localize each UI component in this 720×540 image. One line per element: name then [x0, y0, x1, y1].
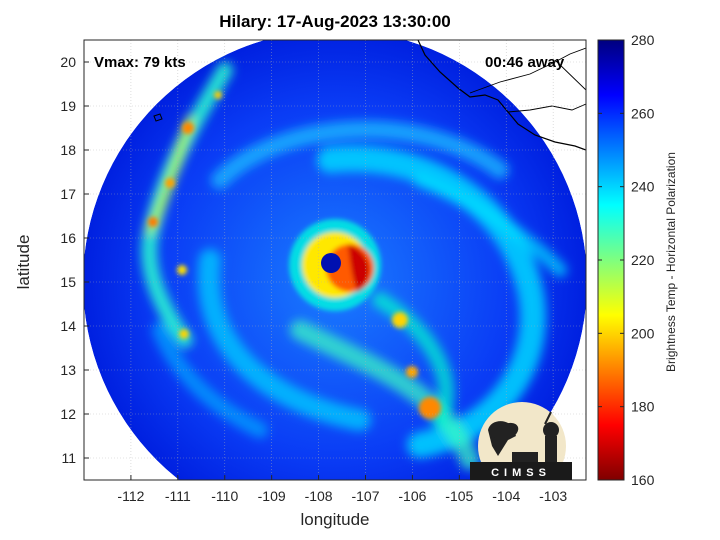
colorbar-tick-label: 180	[631, 399, 655, 415]
x-tick-label: -107	[351, 488, 379, 504]
y-tick-label: 16	[60, 230, 76, 246]
microwave-swath	[84, 40, 586, 480]
time-away-label: 00:46 away	[485, 54, 565, 71]
x-tick-label: -106	[398, 488, 426, 504]
colorbar-tick-label: 240	[631, 179, 655, 195]
cimss-logo: CIMSS	[470, 402, 572, 480]
y-tick-label: 14	[60, 318, 76, 334]
y-axis-label: latitude	[14, 234, 33, 290]
coastline	[417, 40, 586, 151]
vmax-label: Vmax: 79 kts	[94, 54, 186, 71]
y-tick-label: 15	[60, 274, 76, 290]
x-axis-label: longitude	[300, 510, 370, 529]
x-tick-label: -104	[492, 488, 520, 504]
colorbar-tick-label: 200	[631, 325, 655, 341]
y-tick-label: 11	[61, 450, 76, 466]
storm-eye	[321, 253, 341, 273]
x-tick-label: -110	[211, 488, 238, 504]
y-tick-label: 13	[60, 362, 76, 378]
x-tick-label: -105	[445, 488, 473, 504]
y-tick-label: 12	[60, 406, 76, 422]
colorbar-tick-label: 160	[631, 472, 655, 488]
colorbar-ticks: 280 260 240 220 200 180 160	[598, 32, 655, 488]
y-ticks: 20 19 18 17 16 15 14 13 12 11	[60, 54, 89, 466]
x-tick-label: -109	[258, 488, 286, 504]
x-tick-label: -103	[539, 488, 567, 504]
x-tick-label: -112	[117, 488, 144, 504]
y-tick-label: 17	[60, 186, 76, 202]
y-tick-label: 20	[60, 54, 76, 70]
colorbar-tick-label: 220	[631, 252, 655, 268]
logo-text: CIMSS	[491, 467, 551, 479]
y-tick-label: 18	[60, 142, 76, 158]
x-tick-label: -111	[165, 488, 191, 504]
y-tick-label: 19	[60, 98, 76, 114]
x-ticks: -112 -111 -110 -109 -108 -107 -106 -105 -104 -103	[117, 475, 567, 504]
chart-title: Hilary: 17-Aug-2023 13:30:00	[219, 12, 451, 31]
x-tick-label: -108	[305, 488, 333, 504]
colorbar-tick-label: 260	[631, 105, 655, 121]
plot-frame	[83, 39, 587, 481]
colorbar-label: Brightness Temp - Horizontal Polarizatio…	[664, 152, 678, 372]
colorbar-tick-label: 280	[631, 32, 655, 48]
